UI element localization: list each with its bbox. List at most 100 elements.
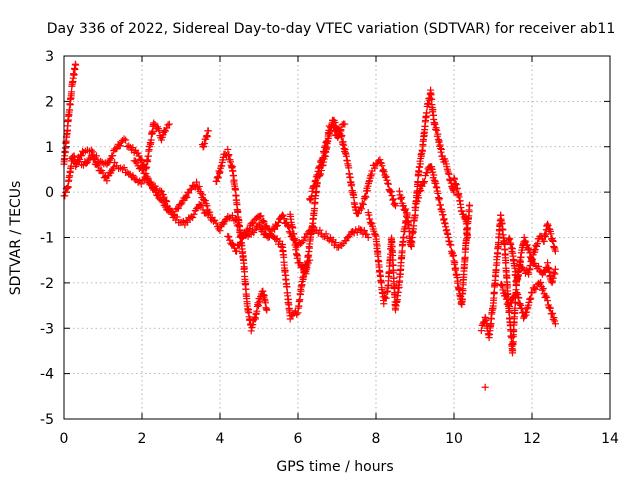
data-point [350,229,358,237]
data-point [349,228,357,236]
data-point [437,145,445,153]
x-tick-label: 12 [523,431,541,447]
data-point [417,187,425,195]
data-point [389,195,397,203]
series-sat-h [286,119,349,278]
y-tick-label: 1 [45,140,54,156]
data-point [285,228,293,236]
data-point [551,320,559,328]
data-point [132,157,139,165]
data-point [134,178,142,186]
x-tick-label: 0 [60,431,69,447]
data-point [415,194,423,202]
data-point [528,289,536,297]
data-point [289,224,297,232]
data-point [195,182,203,190]
data-point [199,191,207,199]
data-point [314,229,322,237]
data-point [517,301,525,309]
data-point [64,183,72,191]
data-point [348,180,356,188]
data-point [345,233,353,241]
plot-frame [63,55,611,420]
data-point [521,237,529,245]
data-point [515,294,523,302]
data-point [137,180,145,188]
data-point [316,226,324,234]
y-tick-label: 0 [45,185,54,201]
data-point [366,215,374,223]
grid [64,56,610,419]
data-point [466,202,474,210]
data-point [120,135,128,143]
y-tick-label: -1 [40,231,54,247]
data-point [250,219,258,227]
data-point [139,166,147,174]
data-point [99,169,107,177]
data-point [451,175,459,183]
data-point [89,148,97,156]
data-point [216,227,224,235]
data-point [383,288,391,296]
data-point [61,192,69,200]
data-point [368,219,376,227]
data-point [144,174,152,182]
data-point [214,174,222,182]
data-point [70,71,78,79]
data-point [119,165,126,173]
data-point [158,196,165,204]
data-point [120,164,128,172]
data-point [189,213,197,221]
data-point [537,279,545,287]
data-point [454,277,462,285]
data-point [386,187,394,195]
data-point [203,202,211,210]
data-point [265,226,273,234]
data-point [226,236,234,244]
data-point [447,241,455,249]
data-point [296,259,304,267]
data-point [514,290,522,298]
data-point [233,247,241,255]
x-axis-title: GPS time / hours [276,459,393,475]
data-point [532,241,540,249]
data-point [502,291,510,299]
data-point [510,328,518,336]
series-sat-n [477,211,559,357]
series-sat-c [72,119,173,173]
data-point [411,203,419,211]
data-point [451,258,459,266]
data-point [423,109,431,117]
data-point [193,178,201,186]
data-point [164,121,172,129]
data-point [402,205,410,213]
data-points [60,60,559,391]
data-point [148,180,156,188]
data-point [464,234,472,241]
data-point [357,205,365,213]
data-point [477,327,485,335]
data-point [177,200,185,208]
data-point [143,164,151,172]
data-point [538,286,546,294]
data-point [292,243,300,251]
data-point [206,208,214,216]
data-point [204,127,212,135]
data-point [185,189,193,197]
data-point [278,211,286,219]
data-point [498,282,506,290]
data-point [160,201,168,209]
data-point [294,252,302,260]
data-point [122,136,130,144]
data-point [384,180,392,188]
data-point [359,200,367,208]
data-point [377,159,385,167]
series-sat-i [306,116,399,218]
series-sat-d [198,127,212,151]
data-point [380,168,388,176]
data-point [342,237,350,245]
data-point [545,303,553,311]
data-point [544,297,552,305]
x-tick-labels: 0 2 4 6 8 10 12 14 [60,431,619,447]
